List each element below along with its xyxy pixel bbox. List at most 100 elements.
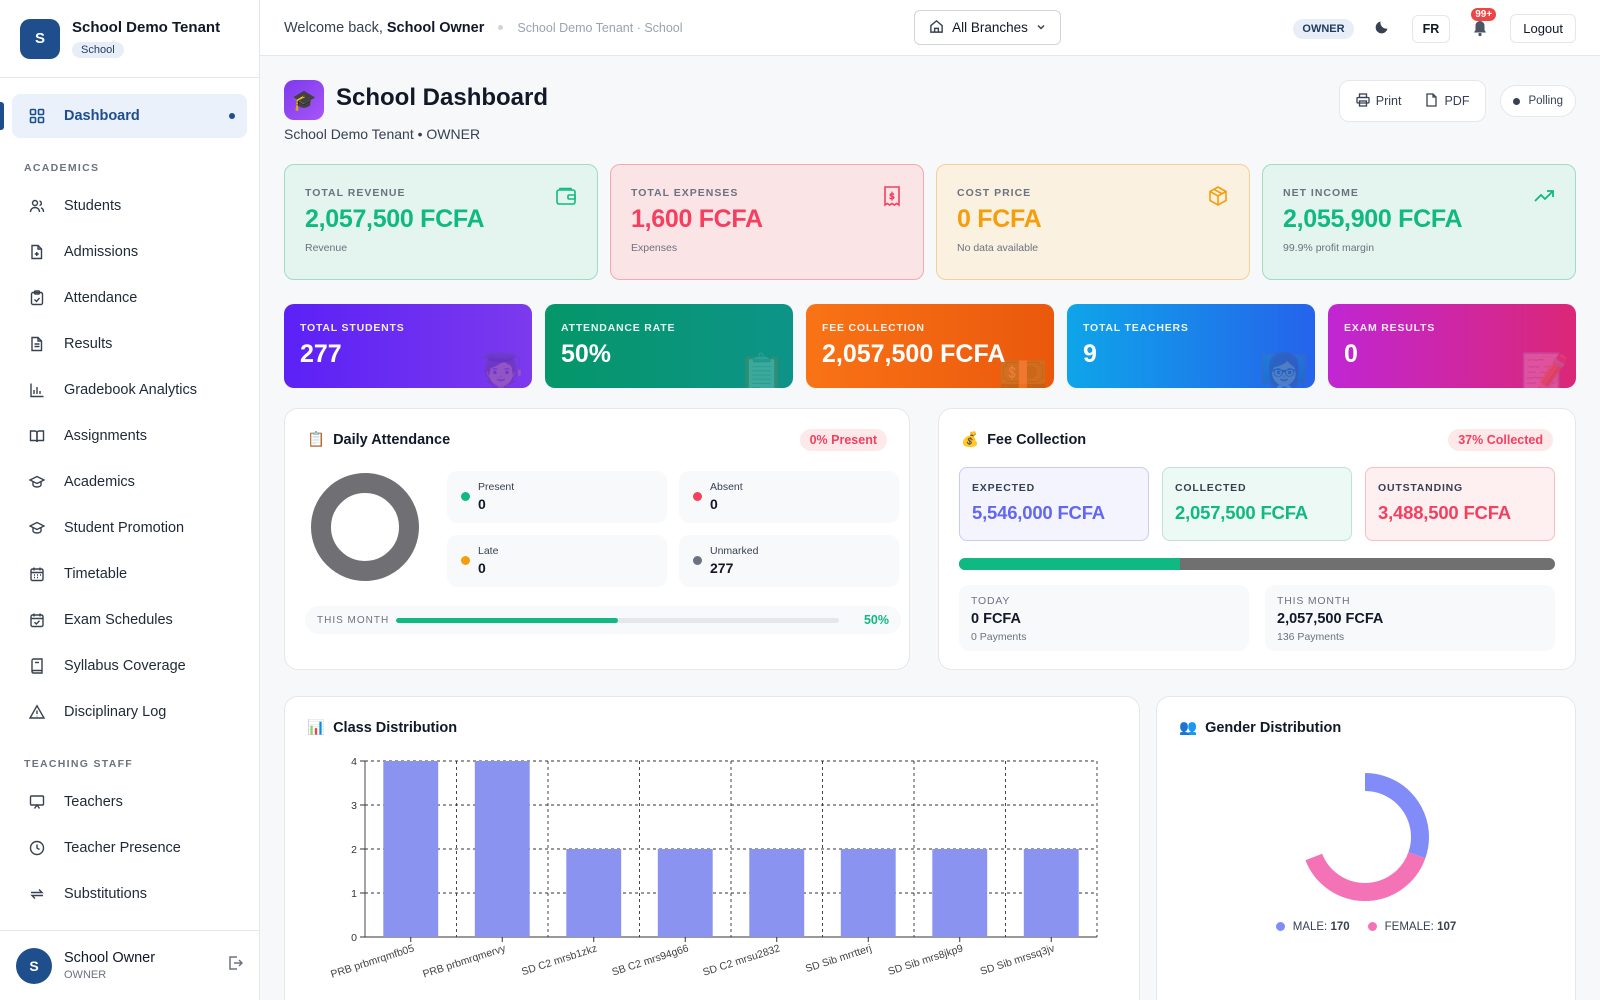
y-tick-label: 3 — [351, 800, 357, 812]
nav-section-title: ACADEMICS — [24, 162, 100, 174]
print-label: Print — [1375, 94, 1402, 108]
expected-tile: EXPECTED 5,546,000 FCFA — [959, 467, 1149, 541]
sidebar-item-attendance[interactable]: Attendance — [12, 276, 247, 320]
brand-badge: School — [72, 42, 124, 58]
sidebar-item-syllabus-coverage[interactable]: Syllabus Coverage — [12, 644, 247, 688]
gender-donut-chart — [1301, 773, 1429, 901]
class-distribution-panel: 📊 Class Distribution 0 1 2 3 4 PRB prbmrqmfb0… — [284, 696, 1140, 1000]
y-tick-label: 0 — [351, 932, 357, 944]
clipboard-icon: 📋 — [737, 353, 787, 388]
branch-select[interactable]: All Branches — [914, 10, 1061, 45]
teacher-icon: 👩‍🏫 — [1259, 353, 1309, 388]
svg-text:$: $ — [889, 192, 895, 202]
sign-out-icon[interactable] — [227, 955, 244, 976]
export-group: Print PDF — [1338, 80, 1487, 122]
finance-label: COST PRICE — [957, 187, 1032, 199]
clipboard-icon: 📋 — [307, 432, 326, 448]
class-bar[interactable] — [474, 761, 530, 937]
sidebar-item-substitutions[interactable]: Substitutions — [12, 872, 247, 916]
branch-select-value: All Branches — [952, 20, 1028, 35]
kpi-label: FEE COLLECTION — [822, 322, 925, 334]
wallet-icon — [555, 185, 577, 207]
kpi-cards: TOTAL STUDENTS 277 🧑‍🎓 ATTENDANCE RATE 5… — [284, 304, 1576, 388]
fee-panel: 💰 Fee Collection 37% Collected EXPECTED … — [938, 408, 1576, 670]
print-button[interactable]: Print — [1356, 92, 1402, 110]
sidebar-item-timetable[interactable]: Timetable — [12, 552, 247, 596]
gender-slice-female[interactable] — [1301, 773, 1429, 901]
sidebar-item-label: Gradebook Analytics — [64, 382, 197, 398]
file-plus-icon — [28, 243, 46, 261]
class-bar[interactable] — [566, 849, 622, 937]
finance-sub: 99.9% profit margin — [1283, 242, 1375, 254]
sidebar: S School Demo Tenant School Dashboard AC… — [0, 0, 260, 1000]
kpi-label: EXAM RESULTS — [1344, 322, 1436, 334]
x-tick-label: SD Sib mrrtterj — [804, 942, 873, 975]
user-box[interactable]: S School Owner OWNER — [0, 930, 259, 1000]
brand-name: School Demo Tenant — [72, 19, 221, 36]
bell-icon[interactable]: 99+ — [1470, 7, 1497, 39]
sidebar-item-gradebook-analytics[interactable]: Gradebook Analytics — [12, 368, 247, 412]
role-badge: OWNER — [1293, 18, 1354, 39]
sidebar-item-label: Teacher Presence — [64, 840, 181, 856]
finance-label: NET INCOME — [1283, 187, 1359, 199]
kpi-card: EXAM RESULTS 0 📝 — [1328, 304, 1576, 388]
breadcrumb: School Demo Tenant · School — [517, 20, 683, 35]
x-tick-label: SD Sib mrs8jkp9 — [887, 942, 965, 978]
moon-icon[interactable] — [1374, 17, 1392, 40]
panel-title: 💰 Fee Collection — [961, 431, 1087, 449]
late-tile: Late 0 — [447, 535, 667, 587]
clock-icon — [28, 839, 46, 857]
book-icon — [28, 657, 46, 675]
panel-title: 📊 Class Distribution — [307, 719, 458, 737]
class-bar[interactable] — [1023, 849, 1079, 937]
people-icon: 👥 — [1179, 720, 1198, 736]
sidebar-item-label: Attendance — [64, 290, 138, 306]
kpi-value: 9 — [1083, 340, 1097, 368]
sidebar-item-admissions[interactable]: Admissions — [12, 230, 247, 274]
sidebar-item-teachers[interactable]: Teachers — [12, 780, 247, 824]
kpi-card: FEE COLLECTION 2,057,500 FCFA 💵 — [806, 304, 1054, 388]
clipboard-check-icon — [28, 289, 46, 307]
sidebar-item-label: Teachers — [64, 794, 123, 810]
class-bar[interactable] — [383, 761, 439, 937]
logout-button[interactable]: Logout — [1510, 14, 1576, 43]
class-bar[interactable] — [840, 849, 896, 937]
sidebar-item-dashboard[interactable]: Dashboard — [0, 94, 247, 138]
sidebar-item-results[interactable]: Results — [12, 322, 247, 366]
sidebar-item-student-promotion[interactable]: Student Promotion — [12, 506, 247, 550]
sidebar-item-students[interactable]: Students — [12, 184, 247, 228]
month-attendance-bar: THIS MONTH 50% — [305, 606, 901, 634]
sidebar-item-label: Academics — [64, 474, 135, 490]
sidebar-item-assignments[interactable]: Assignments — [12, 414, 247, 458]
y-tick-label: 2 — [351, 844, 357, 856]
y-tick-label: 1 — [351, 888, 357, 900]
sidebar-item-exam-schedules[interactable]: Exam Schedules — [12, 598, 247, 642]
sidebar-item-label: Results — [64, 336, 113, 352]
page-actions: Print PDF Polling — [1338, 80, 1576, 122]
kpi-value: 0 — [1344, 340, 1358, 368]
female-count: 107 — [1437, 921, 1457, 933]
class-bar[interactable] — [932, 849, 988, 937]
polling-label: Polling — [1528, 95, 1563, 107]
sidebar-item-teacher-presence[interactable]: Teacher Presence — [12, 826, 247, 870]
language-button[interactable]: FR — [1411, 14, 1451, 43]
brand-logo: S — [20, 18, 60, 59]
class-distribution-chart: 0 1 2 3 4 PRB prbmrqmfb05 PRB prbmrqmervy SD C2… — [329, 756, 1098, 981]
graduation-cap-icon: 🎓 — [284, 80, 324, 120]
unmarked-tile: Unmarked 277 — [679, 535, 899, 587]
outstanding-tile: OUTSTANDING 3,488,500 FCFA — [1365, 467, 1555, 541]
legend-female: FEMALE: 107 — [1367, 921, 1457, 933]
users-icon — [28, 197, 46, 215]
class-bar[interactable] — [749, 849, 805, 937]
polling-toggle[interactable]: Polling — [1500, 85, 1576, 117]
pdf-button[interactable]: PDF — [1425, 92, 1469, 110]
class-bar[interactable] — [657, 849, 713, 937]
sidebar-item-academics[interactable]: Academics — [12, 460, 247, 504]
gender-slice-male[interactable] — [1301, 773, 1429, 901]
sidebar-item-disciplinary-log[interactable]: Disciplinary Log — [12, 690, 247, 734]
x-tick-label: SD Sib mrssq3jv — [979, 942, 1057, 978]
user-name: School Owner — [64, 950, 156, 966]
polling-dot — [1513, 97, 1521, 105]
calendar-icon — [28, 565, 46, 583]
month-summary: THIS MONTH 2,057,500 FCFA 136 Payments — [1265, 585, 1555, 651]
